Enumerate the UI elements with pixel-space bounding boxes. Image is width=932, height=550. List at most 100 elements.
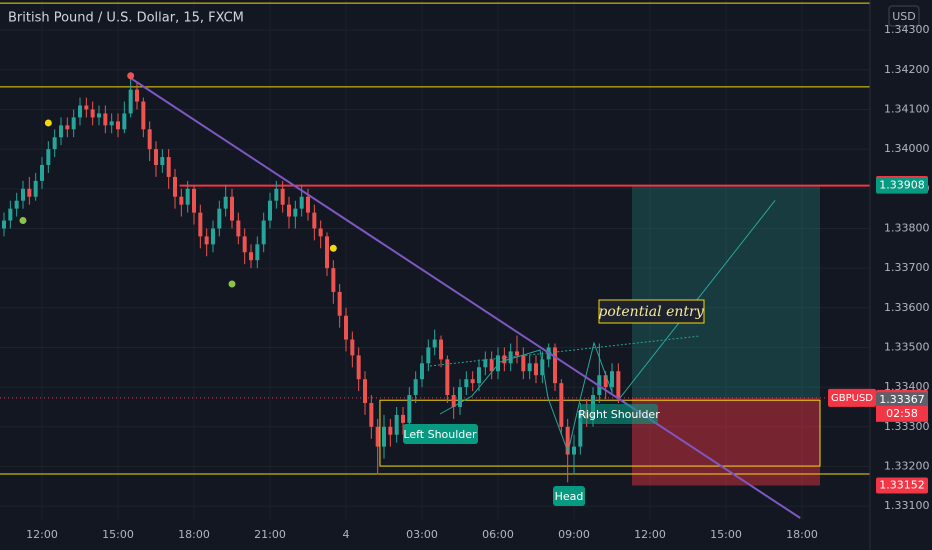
candle-body	[198, 212, 203, 237]
candle-body	[521, 355, 526, 372]
candle-body	[261, 220, 266, 245]
signal-marker	[127, 72, 135, 80]
candle-body	[71, 117, 76, 130]
candle-body	[141, 101, 146, 130]
candle-body	[242, 236, 247, 253]
candle-body	[350, 339, 355, 356]
candle-body	[21, 188, 26, 201]
x-tick-label: 21:00	[254, 528, 286, 541]
candle-body	[489, 359, 494, 372]
candle-body	[109, 121, 114, 126]
price-label-box	[876, 477, 928, 494]
x-tick-label: 18:00	[786, 528, 818, 541]
candle-body	[8, 208, 13, 221]
candle-body	[287, 204, 292, 217]
pattern-drawings	[429, 335, 701, 454]
stop-zone	[632, 397, 820, 486]
x-tick-label: 12:00	[634, 528, 666, 541]
currency[interactable]: USD	[892, 10, 916, 23]
candle-body	[375, 426, 380, 447]
signal-marker	[228, 280, 236, 288]
y-tick-label: 1.33700	[884, 261, 930, 274]
annotation: potential entry	[598, 304, 704, 320]
candle-body	[78, 105, 83, 118]
candle-body	[502, 355, 507, 364]
candle-body	[97, 113, 102, 118]
target-zone	[632, 185, 820, 398]
candle-body	[426, 347, 431, 364]
y-tick-label: 1.34200	[884, 63, 930, 76]
candle-body	[103, 113, 108, 126]
price-scale: USD 1.343001.342001.341001.340001.339001…	[869, 0, 932, 550]
symbol-box	[828, 388, 876, 407]
trend-line	[130, 77, 801, 519]
header: British Pound / U.S. Dollar, 15, FXCM	[8, 11, 244, 26]
candle-body	[65, 125, 70, 130]
candle-body	[90, 109, 95, 118]
candle-body	[420, 363, 425, 380]
candle-body	[128, 89, 133, 114]
x-tick-label: 4	[343, 528, 350, 541]
chart-title: British Pound / U.S. Dollar, 15, FXCM	[8, 11, 244, 26]
candle-body	[407, 395, 412, 423]
countdown: 02:58	[886, 407, 918, 420]
candle-body	[280, 188, 285, 205]
candle-body	[185, 188, 190, 205]
candle-body	[451, 395, 456, 407]
candle-body	[578, 410, 583, 447]
candle-body	[483, 359, 488, 368]
x-tick-label: 09:00	[558, 528, 590, 541]
candle-body	[356, 355, 361, 380]
candle-body	[204, 236, 209, 245]
candle-body	[299, 196, 304, 209]
candle-body	[249, 252, 254, 261]
candle-body	[2, 220, 7, 229]
candle-body	[40, 165, 45, 181]
x-tick-label: 15:00	[102, 528, 134, 541]
candle-body	[369, 402, 374, 427]
projection-line	[619, 199, 776, 399]
y-tick-label: 1.34300	[884, 23, 930, 36]
candle-body	[553, 347, 558, 384]
candle-body	[223, 196, 228, 209]
x-tick-label: 15:00	[710, 528, 742, 541]
candle-body	[470, 379, 475, 384]
entry-box	[598, 299, 705, 324]
candle-body	[344, 315, 349, 340]
candle-body	[33, 180, 38, 197]
candle-body	[306, 196, 311, 213]
candle-body	[394, 414, 399, 435]
candle-body	[116, 121, 121, 130]
candle-body	[610, 371, 615, 388]
currency-button[interactable]	[888, 5, 920, 27]
candle-body	[268, 200, 273, 221]
annotation: Right Shoulder	[578, 408, 660, 421]
candle-body	[540, 359, 545, 376]
price-label: 1.33908	[879, 179, 925, 192]
candle-body	[255, 244, 260, 261]
candle-body	[52, 137, 57, 150]
candle-body	[217, 208, 222, 229]
price-label-box	[876, 177, 928, 194]
candle-body	[179, 196, 184, 205]
y-tick-label: 1.34100	[884, 102, 930, 115]
annotation: Head	[555, 490, 584, 503]
annotations: potential entry Left Shoulder Head Right…	[403, 299, 705, 506]
candle-body	[160, 157, 165, 166]
candle-body	[464, 379, 469, 388]
x-tick-label: 12:00	[26, 528, 58, 541]
candle-body	[413, 379, 418, 396]
candle-body	[388, 426, 393, 435]
candle-body	[559, 383, 564, 427]
candle-body	[616, 371, 621, 398]
candle-body	[534, 363, 539, 376]
price-label-box	[876, 392, 928, 409]
candle-body	[401, 414, 406, 423]
candle-body	[496, 355, 501, 372]
candle-body	[274, 188, 279, 201]
countdown-box	[876, 405, 928, 422]
x-tick-label: 18:00	[178, 528, 210, 541]
signal-marker	[19, 217, 27, 225]
candle-body	[331, 268, 336, 292]
